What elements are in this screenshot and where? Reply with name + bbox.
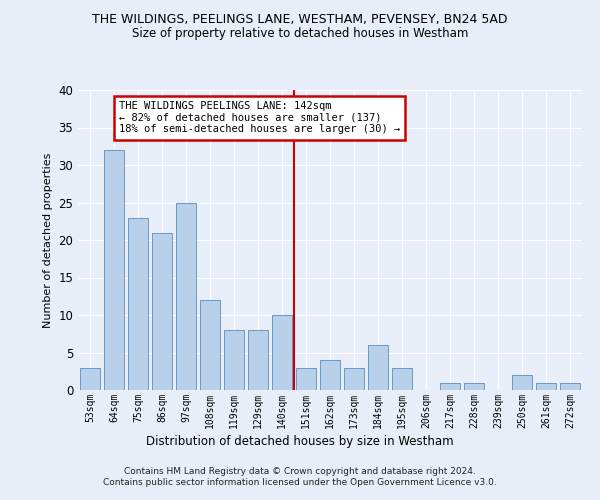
Bar xyxy=(344,368,364,390)
Text: THE WILDINGS, PEELINGS LANE, WESTHAM, PEVENSEY, BN24 5AD: THE WILDINGS, PEELINGS LANE, WESTHAM, PE… xyxy=(92,12,508,26)
Bar xyxy=(536,382,556,390)
Text: Distribution of detached houses by size in Westham: Distribution of detached houses by size … xyxy=(146,435,454,448)
Bar xyxy=(320,360,340,390)
Bar xyxy=(248,330,268,390)
Bar xyxy=(152,232,172,390)
Bar xyxy=(440,382,460,390)
Y-axis label: Number of detached properties: Number of detached properties xyxy=(43,152,53,328)
Bar xyxy=(512,375,532,390)
Text: THE WILDINGS PEELINGS LANE: 142sqm
← 82% of detached houses are smaller (137)
18: THE WILDINGS PEELINGS LANE: 142sqm ← 82%… xyxy=(119,101,400,134)
Text: Size of property relative to detached houses in Westham: Size of property relative to detached ho… xyxy=(132,28,468,40)
Bar xyxy=(368,345,388,390)
Bar xyxy=(296,368,316,390)
Text: Contains HM Land Registry data © Crown copyright and database right 2024.
Contai: Contains HM Land Registry data © Crown c… xyxy=(103,468,497,487)
Bar xyxy=(272,315,292,390)
Bar xyxy=(464,382,484,390)
Bar xyxy=(200,300,220,390)
Bar xyxy=(80,368,100,390)
Bar xyxy=(224,330,244,390)
Bar xyxy=(104,150,124,390)
Bar xyxy=(128,218,148,390)
Bar xyxy=(392,368,412,390)
Bar xyxy=(176,202,196,390)
Bar xyxy=(560,382,580,390)
